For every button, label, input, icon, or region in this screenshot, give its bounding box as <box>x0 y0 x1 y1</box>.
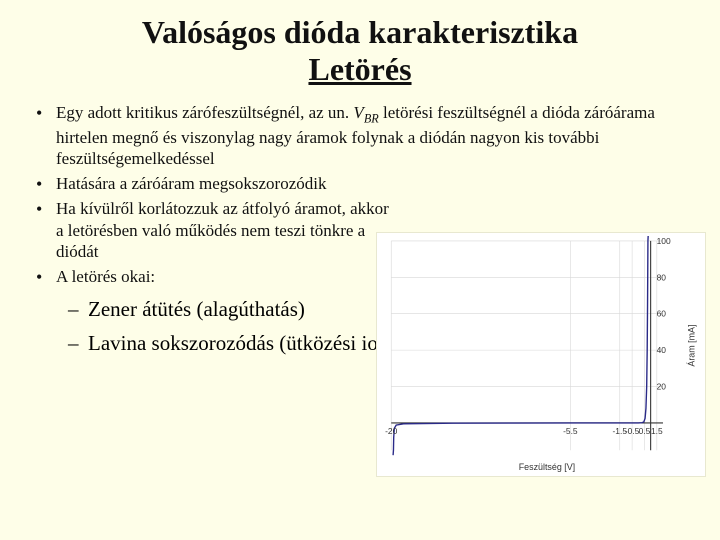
svg-text:40: 40 <box>657 345 667 355</box>
svg-text:Áram [mA]: Áram [mA] <box>687 325 697 367</box>
title-line-2: Letörés <box>30 51 690 88</box>
slide-title: Valóságos dióda karakterisztika Letörés <box>30 14 690 88</box>
svg-text:60: 60 <box>657 309 667 319</box>
svg-text:80: 80 <box>657 272 667 282</box>
svg-text:0.5: 0.5 <box>639 426 651 436</box>
svg-text:-0.5: -0.5 <box>625 426 640 436</box>
bullet-1-var: V <box>353 103 363 122</box>
chart-svg: -20-5.5-1.5-0.50.51.520406080100Feszülts… <box>377 233 705 476</box>
svg-text:100: 100 <box>657 236 671 246</box>
svg-text:1.5: 1.5 <box>651 426 663 436</box>
svg-text:20: 20 <box>657 381 667 391</box>
title-line-1: Valóságos dióda karakterisztika <box>142 14 578 50</box>
bullet-1: Egy adott kritikus zárófeszültségnél, az… <box>34 102 690 171</box>
svg-text:-5.5: -5.5 <box>563 426 578 436</box>
bullet-1-subscript: BR <box>364 111 379 125</box>
diode-chart: -20-5.5-1.5-0.50.51.520406080100Feszülts… <box>376 232 706 477</box>
svg-text:Feszültség [V]: Feszültség [V] <box>519 462 575 472</box>
bullet-3: Ha kívülről korlátozzuk az átfolyó áramo… <box>34 198 396 263</box>
slide-root: Valóságos dióda karakterisztika Letörés … <box>0 0 720 540</box>
bullet-2: Hatására a záróáram megsokszorozódik <box>34 173 690 195</box>
svg-text:-20: -20 <box>385 426 397 436</box>
bullet-1-pre: Egy adott kritikus zárófeszültségnél, az… <box>56 103 353 122</box>
